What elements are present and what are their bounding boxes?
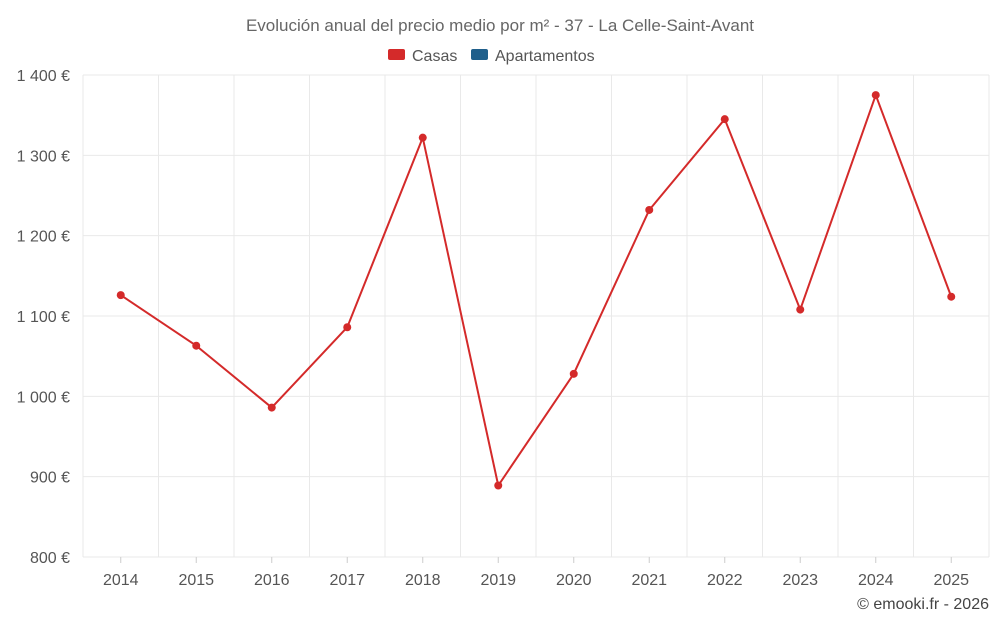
legend-label-apartamentos: Apartamentos [495,48,595,65]
data-point-casas[interactable] [796,305,805,314]
legend: Casas Apartamentos [388,48,595,65]
x-tick-label: 2017 [329,572,365,589]
data-point-casas[interactable] [267,403,276,412]
x-tick-label: 2025 [933,572,969,589]
series-casas [116,91,956,490]
legend-label-casas: Casas [412,48,457,65]
legend-swatch-apartamentos [471,49,488,60]
y-tick-label: 1 000 € [17,389,70,406]
x-tick-label: 2018 [405,572,441,589]
y-tick-label: 1 100 € [17,309,70,326]
x-tick-label: 2016 [254,572,290,589]
data-point-casas[interactable] [418,133,427,142]
y-tick-label: 1 300 € [17,148,70,165]
data-point-casas[interactable] [871,91,880,100]
data-point-casas[interactable] [645,205,654,214]
axes: 800 € 900 € 1 000 € 1 100 € 1 200 € 1 300 € 1 … [17,68,970,589]
y-tick-label: 800 € [30,550,70,567]
legend-item-apartamentos[interactable]: Apartamentos [471,48,595,65]
grid [82,74,990,558]
y-tick-label: 1 200 € [17,229,70,246]
x-tick-label: 2021 [631,572,667,589]
data-point-casas[interactable] [116,291,125,300]
data-point-casas[interactable] [720,115,729,124]
legend-item-casas[interactable]: Casas [388,48,457,65]
x-tick-label: 2015 [178,572,214,589]
x-tick-label: 2024 [858,572,894,589]
x-tick-label: 2020 [556,572,592,589]
legend-swatch-casas [388,49,405,60]
data-point-casas[interactable] [569,369,578,378]
x-tick-label: 2023 [782,572,818,589]
credit-text: © emooki.fr - 2026 [857,596,989,613]
x-tick-label: 2022 [707,572,743,589]
x-tick-label: 2019 [480,572,516,589]
data-point-casas[interactable] [192,341,201,350]
chart-title: Evolución anual del precio medio por m² … [246,16,754,35]
data-point-casas[interactable] [494,481,503,490]
data-point-casas[interactable] [343,323,352,332]
y-tick-label: 900 € [30,470,70,487]
data-point-casas[interactable] [947,292,956,301]
x-tick-label: 2014 [103,572,139,589]
series-line-casas [120,94,953,487]
y-tick-label: 1 400 € [17,68,70,85]
